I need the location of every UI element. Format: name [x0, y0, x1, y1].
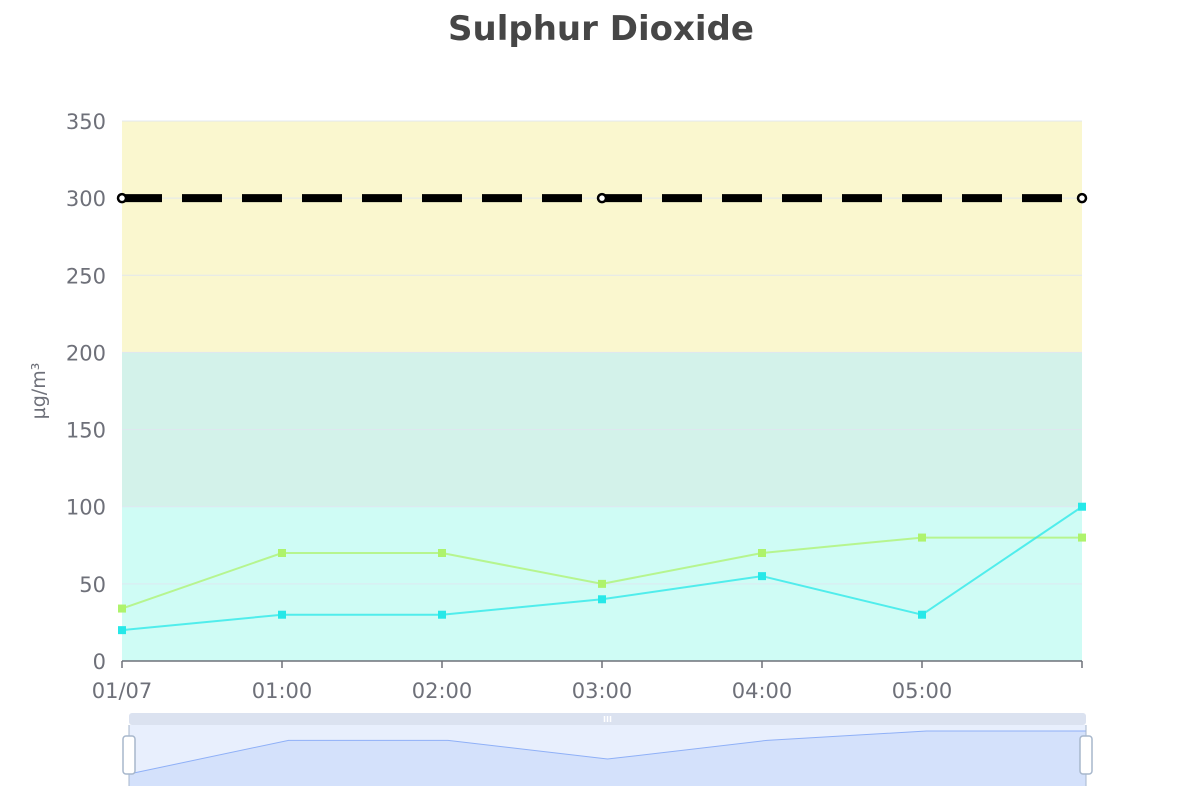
zoom-preview-line [128, 730, 1086, 775]
y-tick-label-2: 100 [66, 496, 106, 520]
data-zoom-slider[interactable] [122, 713, 1093, 786]
series-0 [118, 533, 1086, 613]
y-axis-label: µg/m³ [28, 363, 50, 420]
threshold-marker-2 [1076, 192, 1088, 204]
band-2 [122, 121, 1082, 353]
series-1-point-0 [118, 626, 126, 635]
x-tick-label-4: 04:00 [732, 679, 793, 703]
y-axis-ticks: 0 50 100 150 200 250 300 350 [66, 110, 106, 674]
series-0-point-6 [1078, 533, 1086, 542]
y-tick-label-7: 350 [66, 110, 106, 134]
x-tick-label-0: 01/07 [92, 679, 153, 703]
series-1-point-5 [918, 610, 926, 619]
y-tick-label-6: 300 [66, 187, 106, 211]
series-lines [118, 502, 1086, 635]
x-tick-label-1: 01:00 [252, 679, 313, 703]
threshold-marker-1 [596, 192, 608, 204]
series-0-point-2 [438, 549, 446, 557]
series-1-point-4 [758, 572, 766, 581]
threshold-line [116, 192, 1088, 204]
zoom-handle-right[interactable] [1079, 735, 1093, 775]
series-0-point-3 [598, 579, 606, 588]
series-1-point-1 [278, 610, 286, 619]
y-tick-label-1: 50 [79, 573, 106, 597]
zoom-preview-area [129, 731, 1086, 786]
x-tick-label-2: 02:00 [412, 679, 473, 703]
series-1-point-2 [438, 610, 446, 619]
y-tick-label-3: 150 [66, 419, 106, 443]
y-tick-label-4: 200 [66, 341, 106, 365]
series-1-point-6 [1078, 502, 1086, 511]
series-0-point-5 [918, 533, 926, 542]
zoom-grip-icon[interactable] [603, 716, 612, 722]
x-tick-label-3: 03:00 [572, 679, 633, 703]
series-1 [118, 502, 1086, 635]
x-tick-label-5: 05:00 [892, 679, 953, 703]
x-axis: 01/07 01:00 02:00 03:00 04:00 05:00 [92, 660, 1083, 703]
y-tick-label-5: 250 [66, 264, 106, 288]
threshold-marker-0 [116, 192, 128, 204]
y-tick-label-0: 0 [93, 650, 106, 674]
series-0-point-0 [118, 604, 126, 613]
series-1-point-3 [598, 595, 606, 604]
zoom-handle-left[interactable] [122, 735, 136, 775]
series-0-point-1 [278, 549, 286, 557]
series-0-point-4 [758, 549, 766, 557]
chart-title: Sulphur Dioxide [448, 9, 754, 49]
